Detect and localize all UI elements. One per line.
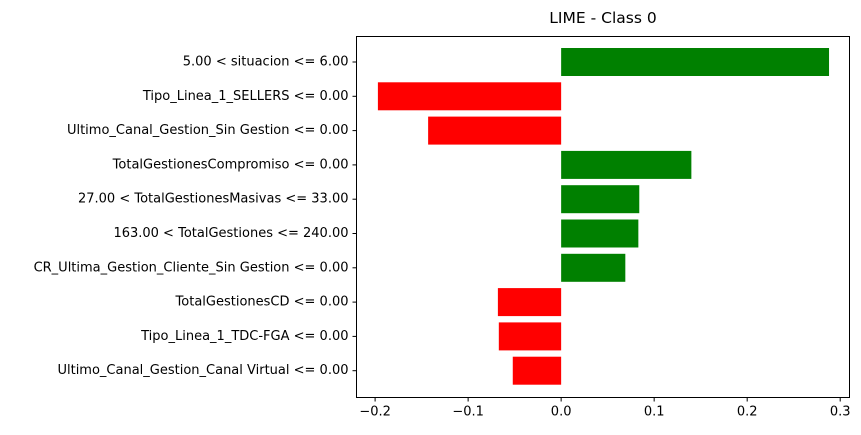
bar-2 [428,116,562,145]
x-tick-label-1: −0.1 [452,405,484,420]
bar-9 [512,356,562,385]
y-tick-label-9: Ultimo_Canal_Gestion_Canal Virtual <= 0.… [57,363,348,378]
bar-0 [561,48,830,76]
x-tick-label-5: 0.3 [830,405,851,420]
bar-8 [498,322,562,351]
chart-title: LIME - Class 0 [549,9,656,27]
y-tick-label-5: 163.00 < TotalGestiones <= 240.00 [113,226,348,241]
bar-5 [561,219,639,248]
plot-frame [356,36,850,398]
bar-7 [497,288,562,317]
y-tick-label-3: TotalGestionesCompromiso <= 0.00 [112,157,349,172]
x-tick-label-2: 0.0 [551,405,572,420]
bars-group [377,48,830,385]
x-tick-label-0: −0.2 [359,405,391,420]
y-tick-label-2: Ultimo_Canal_Gestion_Sin Gestion <= 0.00 [67,123,349,138]
y-tick-label-1: Tipo_Linea_1_SELLERS <= 0.00 [142,89,349,104]
bar-4 [561,185,640,214]
bar-6 [561,253,626,282]
y-tick-label-7: TotalGestionesCD <= 0.00 [175,295,349,310]
x-tick-label-4: 0.2 [737,405,758,420]
y-tick-label-4: 27.00 < TotalGestionesMasivas <= 33.00 [78,192,349,207]
bar-1 [377,82,562,111]
x-tick-label-3: 0.1 [644,405,665,420]
x-ticks: −0.2 −0.1 0.0 0.1 0.2 0.3 [359,397,851,420]
y-tick-label-8: Tipo_Linea_1_TDC-FGA <= 0.00 [140,329,348,344]
y-tick-label-0: 5.00 < situacion <= 6.00 [183,55,349,70]
y-tick-labels: 5.00 < situacion <= 6.00 Tipo_Linea_1_SEL… [34,55,357,378]
bar-3 [561,150,692,179]
y-tick-label-6: CR_Ultima_Gestion_Cliente_Sin Gestion <=… [34,260,349,275]
